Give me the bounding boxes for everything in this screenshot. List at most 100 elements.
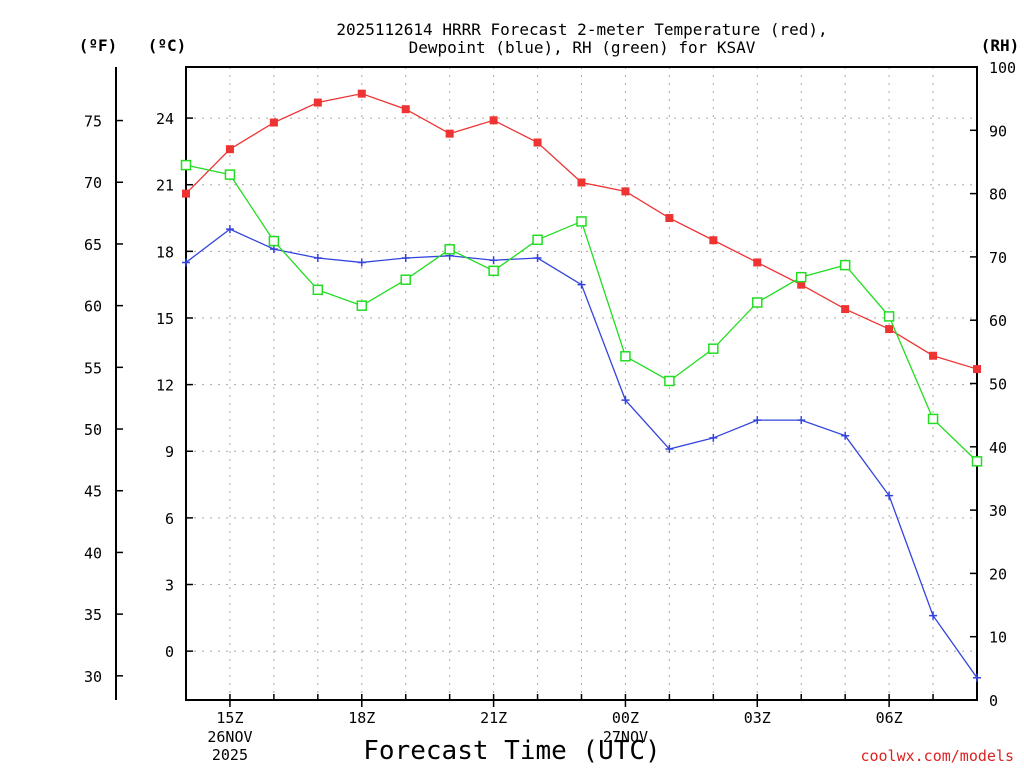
celsius-tick-label: 6 — [165, 510, 174, 528]
rh-point — [268, 235, 280, 247]
temperature-point — [621, 187, 630, 196]
dewpoint-point — [621, 396, 630, 405]
data-series — [180, 89, 983, 682]
dewpoint-point — [225, 225, 234, 234]
dewpoint-point — [973, 673, 981, 682]
celsius-tick-label: 3 — [165, 577, 174, 595]
rh-point — [839, 259, 851, 271]
temperature-point — [665, 214, 674, 223]
fahrenheit-tick-label: 75 — [84, 113, 102, 131]
rh-point — [664, 375, 675, 387]
rh-tick-label: 60 — [989, 312, 1007, 330]
credit-text: coolwx.com/models — [860, 747, 1014, 765]
dewpoint-point — [401, 254, 410, 263]
dewpoint-point — [577, 280, 586, 289]
rh-point — [620, 351, 631, 362]
dewpoint-point — [357, 258, 366, 267]
temperature-point — [533, 138, 542, 147]
rh-point — [708, 343, 719, 354]
fahrenheit-tick-label: 70 — [84, 174, 102, 192]
temperature-point — [357, 89, 366, 98]
chart-title-line1: 2025112614 HRRR Forecast 2-meter Tempera… — [336, 20, 827, 39]
fahrenheit-unit-label: (ºF) — [79, 36, 118, 55]
fahrenheit-tick-label: 35 — [84, 606, 102, 624]
chart-title-line2: Dewpoint (blue), RH (green) for KSAV — [409, 38, 756, 57]
celsius-tick-label: 12 — [156, 377, 174, 395]
rh-point — [883, 311, 895, 322]
fahrenheit-tick-label: 50 — [84, 421, 102, 439]
temperature-point — [709, 236, 718, 245]
rh-point — [795, 271, 807, 283]
dewpoint-point — [489, 256, 498, 265]
temperature-point — [929, 351, 938, 360]
fahrenheit-tick-label: 45 — [84, 483, 102, 501]
dewpoint-point — [665, 445, 674, 454]
rh-point — [576, 216, 587, 227]
grid-lines — [186, 67, 977, 700]
rh-point — [927, 413, 939, 425]
temperature-point — [841, 305, 850, 314]
dewpoint-point — [269, 245, 278, 254]
dewpoint-point — [841, 431, 850, 440]
temperature-point — [401, 105, 410, 114]
x-tick-label: 21Z — [480, 709, 507, 727]
dewpoint-point — [533, 254, 542, 263]
date-label-day: 26NOV — [207, 728, 252, 746]
rh-tick-label: 40 — [989, 439, 1007, 457]
celsius-unit-label: (ºC) — [148, 36, 187, 55]
rh-point — [356, 300, 368, 311]
rh-point — [400, 274, 411, 285]
celsius-tick-label: 9 — [165, 443, 174, 461]
rh-point — [224, 169, 236, 180]
temperature-point — [489, 116, 498, 125]
rh-point — [532, 234, 543, 246]
dewpoint-point — [929, 611, 938, 620]
rh-point — [312, 284, 324, 296]
celsius-tick-label: 24 — [156, 110, 174, 128]
x-tick-label: 03Z — [744, 709, 771, 727]
rh-tick-label: 90 — [989, 122, 1007, 140]
temperature-point — [753, 258, 762, 267]
temperature-series-line — [185, 92, 978, 370]
rh-tick-label: 10 — [989, 629, 1007, 647]
temperature-point — [885, 325, 894, 334]
dewpoint-point — [313, 254, 322, 263]
fahrenheit-tick-label: 30 — [84, 668, 102, 686]
rh-point — [752, 297, 763, 308]
rh-point — [488, 265, 499, 277]
rh-point — [444, 244, 455, 255]
date-label-day: 27NOV — [603, 728, 648, 746]
rh-point — [180, 159, 192, 171]
celsius-tick-label: 0 — [165, 643, 174, 661]
plot-frame — [185, 66, 978, 701]
temperature-point — [445, 129, 454, 138]
temperature-point — [182, 189, 190, 198]
rh-tick-label: 20 — [989, 565, 1007, 583]
celsius-tick-label: 21 — [156, 177, 174, 195]
x-tick-label: 06Z — [876, 709, 903, 727]
tick-labels: 0 3 6 9 12 15 18 21 24 30 35 40 45 50 55 60 65 70 75 0 10 20 3… — [84, 59, 1016, 764]
dewpoint-point — [753, 416, 762, 425]
rh-point — [971, 456, 983, 467]
x-tick-label: 00Z — [612, 709, 639, 727]
x-axis-title: Forecast Time (UTC) — [363, 736, 660, 766]
axes — [115, 66, 978, 707]
temperature-point — [269, 118, 278, 127]
temperature-point — [577, 178, 586, 187]
fahrenheit-tick-label: 60 — [84, 298, 102, 316]
celsius-tick-label: 18 — [156, 243, 174, 261]
rh-tick-label: 30 — [989, 502, 1007, 520]
dewpoint-point — [182, 258, 190, 267]
dewpoint-series-line — [185, 228, 978, 679]
date-label-year: 2025 — [212, 746, 248, 764]
rh-tick-label: 80 — [989, 186, 1007, 204]
rh-tick-label: 50 — [989, 376, 1007, 394]
dewpoint-point — [709, 433, 718, 442]
dewpoint-point — [885, 491, 894, 500]
x-tick-label: 15Z — [216, 709, 243, 727]
rh-tick-label: 100 — [989, 59, 1016, 77]
temperature-point — [797, 280, 806, 289]
celsius-tick-label: 15 — [156, 310, 174, 328]
temperature-point — [225, 145, 234, 154]
